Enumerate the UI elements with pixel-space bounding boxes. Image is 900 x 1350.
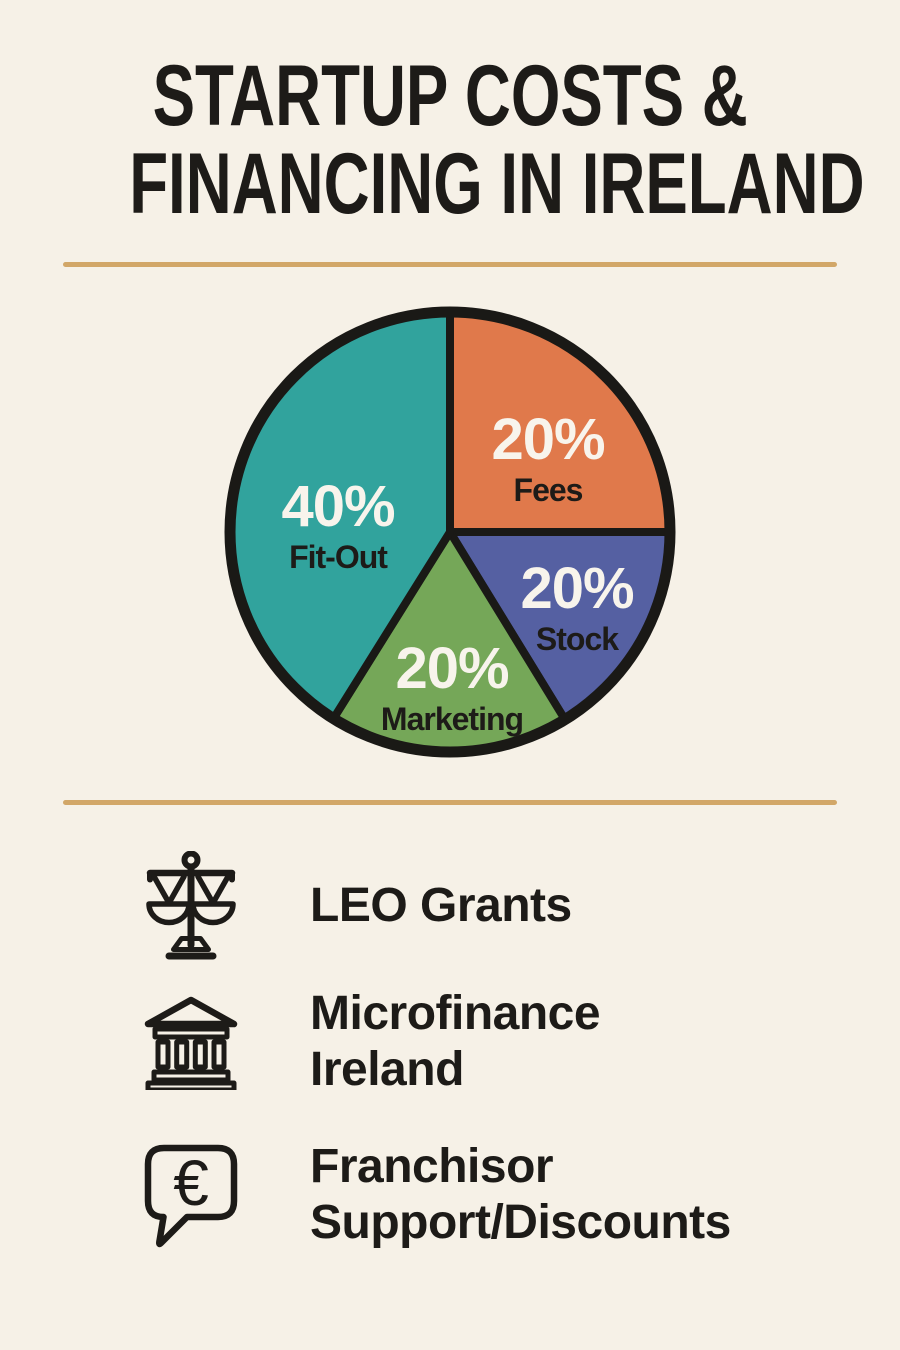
pie-svg (224, 306, 676, 758)
title-line-2: FINANCING IN IRELAND (129, 136, 865, 232)
list-item-franchisor-support: € Franchisor Support/Discounts (138, 1133, 731, 1257)
scales-icon (138, 851, 244, 961)
pie-label-stock: 20% Stock (520, 556, 634, 658)
divider-top (63, 262, 837, 267)
page-title: STARTUP COSTS & FINANCING IN IRELAND (0, 52, 900, 228)
pie-label-fees: 20% Fees (491, 407, 605, 509)
pie-pct-fitout: 40% (281, 474, 395, 540)
euro-glyph: € (173, 1147, 209, 1219)
divider-bottom (63, 800, 837, 805)
title-line-1: STARTUP COSTS & (152, 48, 748, 144)
pie-outline-ring (224, 306, 676, 758)
pie-cat-stock: Stock (535, 621, 619, 658)
pie-chart: 20% Fees 20% Stock 20% Marketing 40% Fit… (222, 304, 678, 760)
list-item-label: LEO Grants (310, 879, 572, 932)
list-item-microfinance-ireland: Microfinance Ireland (138, 987, 601, 1096)
pie-pct-marketing: 20% (395, 636, 509, 702)
bank-icon (138, 994, 244, 1090)
pie-pct-stock: 20% (520, 556, 634, 622)
pie-label-marketing: 20% Marketing (380, 636, 524, 738)
pie-cat-fees: Fees (513, 472, 584, 509)
pie-cat-fitout: Fit-Out (289, 539, 388, 576)
pie-label-fitout: 40% Fit-Out (281, 474, 395, 576)
list-item-leo-grants: LEO Grants (138, 850, 572, 962)
pie-pct-fees: 20% (491, 407, 605, 473)
euro-speech-bubble-icon: € (138, 1140, 244, 1250)
list-item-label: Franchisor Support/Discounts (310, 1140, 731, 1249)
list-item-label: Microfinance Ireland (310, 987, 601, 1096)
pie-cat-marketing: Marketing (380, 701, 524, 738)
